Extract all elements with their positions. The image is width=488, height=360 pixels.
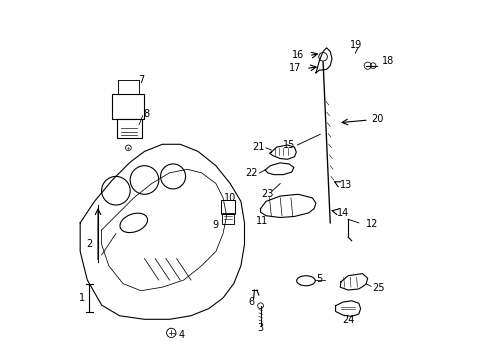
- Text: 10: 10: [224, 193, 236, 203]
- Text: 11: 11: [255, 216, 267, 226]
- FancyBboxPatch shape: [117, 118, 142, 138]
- Text: 13: 13: [340, 180, 352, 190]
- Text: 17: 17: [288, 63, 300, 73]
- Text: 18: 18: [381, 57, 393, 66]
- Text: 23: 23: [261, 189, 273, 199]
- Text: 5: 5: [315, 274, 322, 284]
- Text: 2: 2: [86, 239, 93, 249]
- Text: 19: 19: [349, 40, 362, 50]
- Text: 14: 14: [337, 208, 349, 218]
- Text: 8: 8: [143, 109, 149, 119]
- FancyBboxPatch shape: [221, 213, 233, 224]
- Text: 15: 15: [282, 140, 295, 150]
- Text: 9: 9: [212, 220, 218, 230]
- Text: 22: 22: [245, 168, 258, 178]
- Text: 24: 24: [341, 315, 354, 325]
- Text: 3: 3: [257, 323, 263, 333]
- Text: 4: 4: [178, 330, 184, 341]
- Text: 16: 16: [291, 50, 303, 60]
- Text: 20: 20: [370, 114, 383, 124]
- Text: 1: 1: [79, 293, 85, 303]
- Text: 6: 6: [248, 297, 254, 307]
- Text: 7: 7: [138, 75, 144, 85]
- Text: 25: 25: [372, 283, 384, 293]
- Text: 12: 12: [365, 219, 378, 229]
- FancyBboxPatch shape: [112, 94, 144, 119]
- Text: 21: 21: [251, 142, 264, 152]
